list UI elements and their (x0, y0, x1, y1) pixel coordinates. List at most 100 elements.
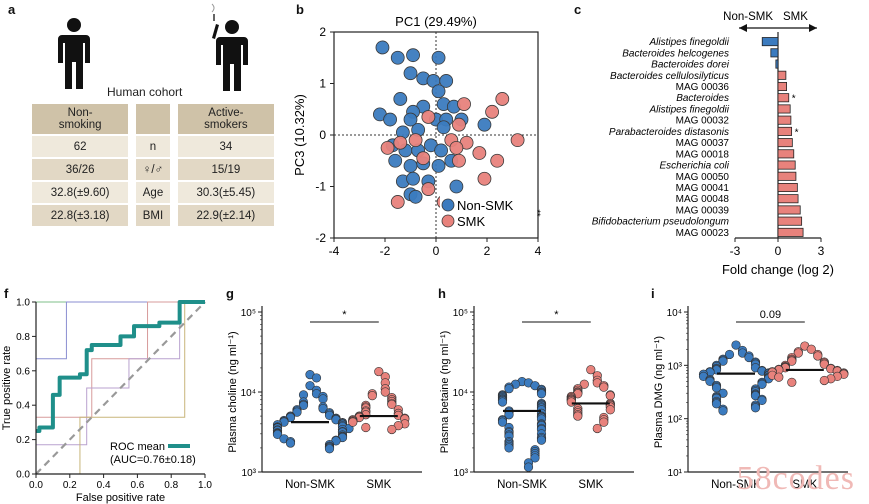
non-smk-point (375, 40, 390, 55)
non-smk-dot (318, 404, 328, 414)
smk-dot (361, 422, 371, 433)
smk-dot (387, 424, 397, 435)
smk-point (490, 153, 505, 168)
bar (777, 81, 787, 92)
watermark: 58codes (736, 460, 855, 497)
category-label: MAG 00036 (676, 82, 730, 93)
table-row: 62 n 34 (32, 135, 274, 159)
bar (770, 48, 779, 58)
category-label: MAG 00050 (676, 172, 730, 183)
smk-point (390, 195, 405, 209)
category-label: MAG 00041 (676, 183, 730, 194)
x-tick-label: 0 (433, 244, 440, 258)
smk-dot (774, 372, 784, 382)
y-tick-label: 10³ (242, 468, 257, 479)
bar (777, 182, 798, 193)
non-smk-dot (718, 406, 728, 416)
roc-curve-chart: 0.0 0.2 0.4 0.6 0.8 1.0 0.0 0.2 0.4 0.6 0.8 1.0 Fals… (1, 298, 212, 504)
smk-dot (387, 399, 397, 409)
x-tick-label: 0 (775, 244, 782, 258)
non-smk-point (449, 179, 464, 194)
y-tick-label: 10⁵ (241, 308, 256, 319)
non-smk-dot (744, 352, 754, 363)
y-tick-label: -1 (315, 180, 326, 194)
y-tick-label: 0.0 (16, 470, 30, 481)
non-smk-point (383, 112, 397, 127)
smk-dot (348, 417, 358, 427)
non-smk-dot (272, 429, 283, 440)
smk-point (408, 133, 423, 148)
bar (761, 37, 779, 47)
header-non-smoking: Non-smoking (32, 104, 129, 136)
y-tick-label: 10¹ (668, 468, 683, 479)
non-smk-point (403, 66, 418, 81)
category-label: MAG 00018 (676, 149, 730, 160)
y-tick-label: 1.0 (16, 298, 30, 309)
arrow-left-icon (739, 24, 747, 32)
y-tick-label: 0.4 (16, 401, 30, 412)
non-smk-point (439, 74, 454, 88)
x-tick-label: 0.8 (164, 480, 178, 491)
x-category-label: Non-SMK (285, 479, 335, 491)
y-tick-label: 10⁴ (667, 308, 682, 319)
smk-dot (566, 397, 576, 407)
smk-point (510, 133, 525, 148)
smk-dot (573, 411, 583, 421)
smk-point (485, 104, 500, 119)
y-tick-label: 10⁵ (453, 308, 468, 319)
header-mid (136, 104, 170, 136)
panel-a-cohort: Human cohort Non-smoking Active-smokers … (0, 0, 290, 240)
x-tick-label: -4 (329, 244, 340, 258)
bar (777, 115, 792, 125)
smk-point (457, 97, 471, 111)
non-smk-dot (530, 453, 540, 463)
pca-scatter-chart: PC1 (29.49%)PC3 (10.32%)-4 -2 0 2 4-2-1012No… (292, 14, 542, 258)
smk-dot (380, 387, 390, 397)
non-smk-dot (504, 443, 514, 453)
non-smk-dot (757, 395, 767, 406)
non-smk-dot (504, 384, 514, 394)
panel-label-b: b (296, 2, 304, 17)
significance-label: * (554, 309, 559, 321)
smk-point (477, 171, 492, 186)
bar (777, 171, 797, 181)
category-label: Alistipes finegoldii (649, 37, 730, 48)
y-tick-label: 0 (319, 128, 326, 142)
direction-label-smk: SMK (783, 11, 808, 23)
x-tick-label: -3 (730, 244, 741, 258)
y-tick-label: 2 (319, 25, 326, 39)
x-tick-label: -2 (380, 244, 391, 258)
y-tick-label: 10² (668, 415, 683, 426)
smk-point (449, 140, 464, 155)
y-tick-label: 10⁴ (453, 388, 468, 399)
roc-mean-line (36, 300, 205, 433)
x-category-label: SMK (366, 479, 391, 491)
smk-point (452, 117, 466, 132)
panel-label-g: g (226, 286, 234, 301)
bar (777, 93, 790, 103)
x-tick-label: 1.0 (198, 480, 212, 491)
smk-dot (787, 377, 797, 387)
x-tick-label: 0.2 (63, 480, 77, 491)
non-smk-point (406, 171, 420, 186)
cohort-title: Human cohort (107, 85, 183, 99)
smk-dot (367, 391, 377, 401)
smk-dot (586, 365, 596, 375)
person-smoking-icon (211, 3, 248, 91)
non-smk-point (434, 143, 449, 158)
smk-dot (787, 356, 797, 366)
non-smk-dot (324, 444, 335, 454)
x-category-label: Non-SMK (711, 479, 761, 491)
y-tick-label: 0.6 (16, 366, 30, 377)
chart-title: PC1 (29.49%) (395, 14, 477, 29)
non-smk-point (477, 117, 492, 132)
non-smk-dot (318, 394, 328, 404)
smk-point (421, 110, 436, 124)
non-smk-point (390, 50, 405, 65)
category-label: Escherichia coli (660, 161, 730, 172)
bar (777, 70, 787, 80)
non-smk-dot (757, 379, 767, 389)
non-smk-dot (497, 397, 508, 407)
bar (777, 194, 799, 204)
x-category-label: Non-SMK (497, 479, 547, 491)
